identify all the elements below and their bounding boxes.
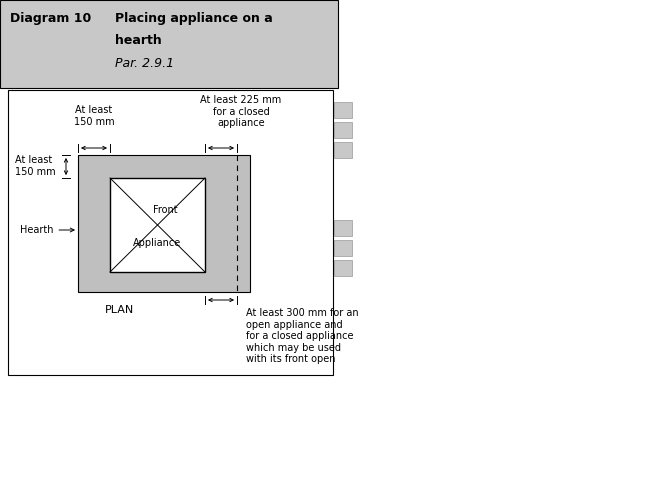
Text: At least 225 mm
for a closed
appliance: At least 225 mm for a closed appliance [200, 95, 281, 128]
Bar [334, 142, 352, 158]
Bar [334, 260, 352, 276]
Text: Placing appliance on a: Placing appliance on a [115, 12, 273, 25]
Text: PLAN: PLAN [106, 305, 134, 315]
Bar [110, 178, 205, 272]
Text: At least
150 mm: At least 150 mm [73, 105, 114, 126]
Text: Diagram 10: Diagram 10 [10, 12, 91, 25]
Text: At least
150 mm: At least 150 mm [15, 155, 56, 177]
Text: Par. 2.9.1: Par. 2.9.1 [115, 57, 174, 70]
Text: Appliance: Appliance [133, 238, 182, 248]
Text: Front: Front [154, 205, 178, 215]
Bar [334, 220, 352, 236]
Bar [334, 122, 352, 138]
Bar [334, 240, 352, 256]
Text: Hearth: Hearth [20, 225, 74, 235]
Text: At least 300 mm for an
open appliance and
for a closed appliance
which may be us: At least 300 mm for an open appliance an… [246, 308, 359, 365]
Bar [8, 90, 333, 375]
Text: hearth: hearth [115, 34, 162, 47]
Bar [0, 0, 338, 88]
Bar [334, 102, 352, 118]
Bar [78, 155, 250, 292]
